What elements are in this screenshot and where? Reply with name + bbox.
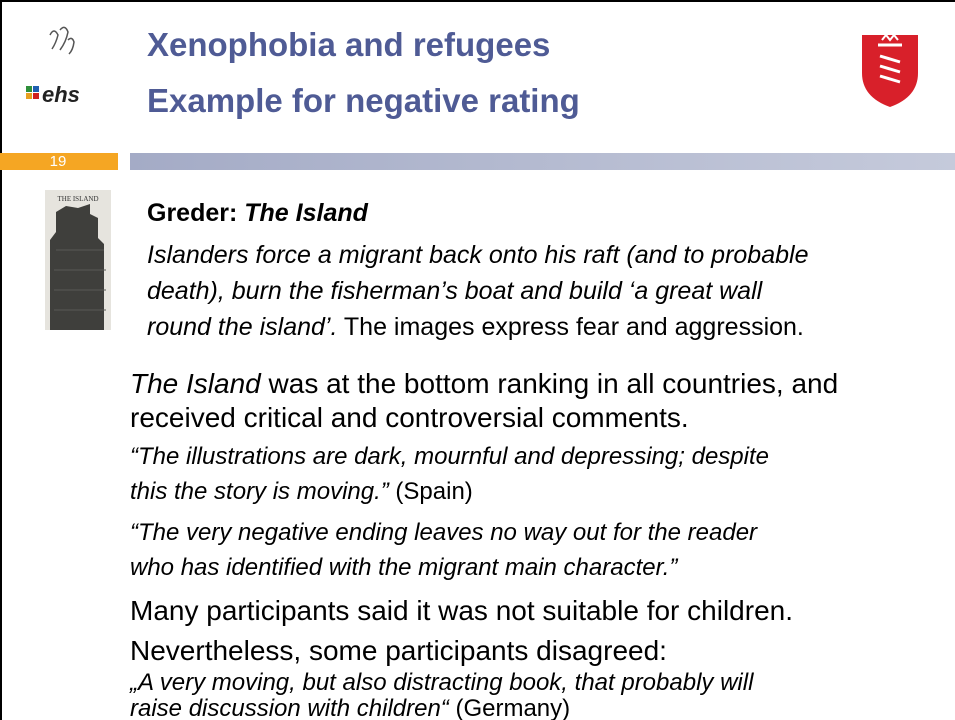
book-title: THE ISLAND	[57, 195, 98, 203]
slide-number-bar	[0, 153, 118, 170]
text-run: „A very moving, but also distracting boo…	[129, 669, 754, 696]
slide-number: 19	[50, 153, 67, 170]
text-line: death), burn the fisherman’s boat and bu…	[147, 277, 764, 305]
text-line: „A very moving, but also distracting boo…	[129, 669, 754, 696]
text-line: round the island’. The images express fe…	[147, 313, 804, 341]
text-line: raise discussion with children“ (Germany…	[130, 695, 570, 720]
text-run: round the island’.	[147, 313, 337, 341]
text-line: Islanders force a migrant back onto his …	[147, 241, 808, 269]
text-line: “The illustrations are dark, mournful an…	[130, 443, 769, 470]
text-line: “The very negative ending leaves no way …	[130, 519, 758, 546]
text-run: “The very negative ending leaves no way …	[130, 519, 758, 546]
text-line: Nevertheless, some participants disagree…	[130, 635, 667, 666]
text-run: Islanders force a migrant back onto his …	[147, 241, 808, 269]
logo-text: ehs	[42, 82, 80, 107]
text-run: was at the bottom ranking in all countri…	[261, 368, 838, 399]
text-run: The images express fear and aggression.	[337, 313, 803, 341]
text-run: who has identified with the migrant main…	[130, 554, 678, 581]
title-line: Xenophobia and refugees	[147, 26, 550, 63]
text-run: death), burn the fisherman’s boat and bu…	[147, 277, 764, 305]
title-line: Example for negative rating	[147, 82, 580, 119]
header-bar	[130, 153, 955, 170]
text-line: Greder: The Island	[147, 199, 369, 227]
text-run: The Island	[244, 199, 368, 227]
text-line: The Island was at the bottom ranking in …	[130, 368, 838, 399]
text-line: Many participants said it was not suitab…	[130, 595, 793, 626]
text-run: Many participants said it was not suitab…	[130, 595, 793, 626]
logo: ehs	[26, 26, 80, 107]
text-run: Greder:	[147, 199, 244, 227]
text-line: this the story is moving.” (Spain)	[130, 478, 473, 505]
text-line: who has identified with the migrant main…	[130, 554, 678, 581]
text-run: (Spain)	[389, 478, 473, 505]
body-text: Greder: The Island Islanders force a migr…	[129, 199, 838, 720]
crest	[862, 33, 918, 107]
book-cover: THE ISLAND	[45, 190, 111, 330]
text-run: The Island	[130, 368, 262, 399]
text-run: received critical and controversial comm…	[130, 402, 689, 433]
text-run: (Germany)	[449, 695, 570, 720]
text-run: “The illustrations are dark, mournful an…	[130, 443, 769, 470]
text-line: received critical and controversial comm…	[130, 402, 689, 433]
text-run: this the story is moving.”	[130, 478, 390, 505]
text-run: raise discussion with children“	[130, 695, 451, 720]
text-run: Nevertheless, some participants disagree…	[130, 635, 667, 666]
